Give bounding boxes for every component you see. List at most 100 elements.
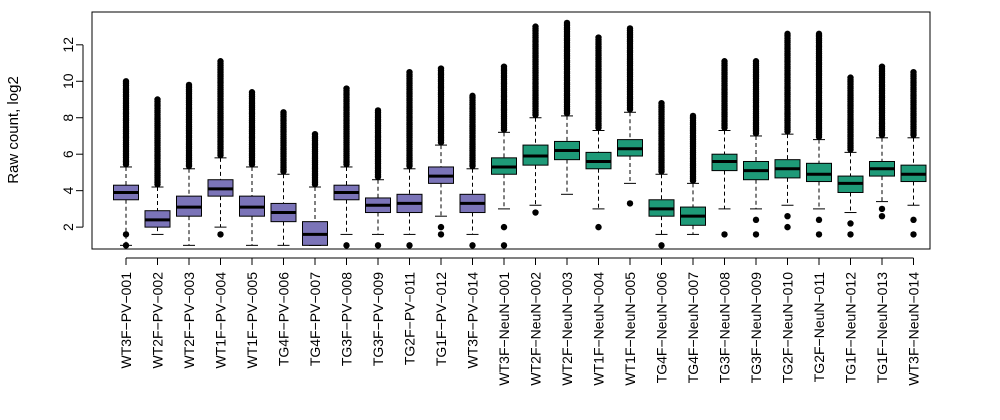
box-20 xyxy=(711,58,738,238)
outlier-point xyxy=(280,109,287,116)
box-9 xyxy=(365,107,391,249)
box-14 xyxy=(522,23,549,216)
x-tick-label: TG3F−PV−008 xyxy=(339,272,355,366)
outlier-point xyxy=(910,231,917,238)
x-tick-label: WT3F−PV−001 xyxy=(118,272,134,369)
outlier-point xyxy=(500,63,508,70)
x-tick-label: TG2F−NeuN−010 xyxy=(780,272,796,383)
box-22 xyxy=(774,30,801,231)
outlier-point xyxy=(878,63,886,70)
outlier-point xyxy=(343,85,350,92)
plot-area xyxy=(91,11,931,250)
outlier-point xyxy=(847,231,854,238)
outlier-point xyxy=(532,209,539,216)
outlier-point xyxy=(217,231,224,238)
x-tick-label: WT1F−PV−004 xyxy=(213,272,229,369)
outlier-point xyxy=(374,107,382,114)
box-series xyxy=(113,19,927,249)
outlier-point xyxy=(752,216,760,224)
outlier-point xyxy=(815,30,823,38)
box-24 xyxy=(837,74,864,238)
x-tick-label: WT1F−NeuN−005 xyxy=(622,272,638,386)
box-7 xyxy=(302,130,328,246)
x-tick-label: WT2F−PV−002 xyxy=(150,272,166,369)
outlier-point xyxy=(847,74,854,81)
box-2 xyxy=(144,96,171,235)
outlier-point xyxy=(689,112,697,120)
x-tick-label: TG4F−PV−006 xyxy=(276,272,292,366)
outlier-point xyxy=(815,216,823,224)
outlier-point xyxy=(122,78,130,85)
outlier-point xyxy=(626,25,634,32)
box-11 xyxy=(428,65,454,238)
outlier-point xyxy=(752,231,760,238)
outlier-point xyxy=(532,23,539,30)
box-17 xyxy=(617,25,643,207)
box-19 xyxy=(680,112,706,235)
outlier-point xyxy=(122,231,130,238)
x-axis: WT3F−PV−001 WT2F−PV−002 WT2F−PV−003 WT1F−PV… xyxy=(118,257,922,386)
box-13 xyxy=(491,63,517,249)
outlier-point xyxy=(878,205,886,213)
x-tick-label: WT2F−NeuN−003 xyxy=(559,272,575,386)
outlier-point xyxy=(248,89,256,96)
outlier-point xyxy=(500,223,508,231)
outlier-point xyxy=(752,58,760,65)
outlier-point xyxy=(469,92,476,100)
y-axis-title: Raw count, log2 xyxy=(5,76,22,184)
box-5 xyxy=(239,89,265,246)
outlier-point xyxy=(595,34,602,41)
outlier-point xyxy=(815,231,823,238)
outlier-point xyxy=(343,242,350,249)
outlier-point xyxy=(595,223,602,231)
outlier-point xyxy=(154,96,161,103)
outlier-point xyxy=(847,220,854,227)
box-18 xyxy=(648,99,675,249)
x-tick-label: TG3F−PV−009 xyxy=(370,272,386,366)
outlier-point xyxy=(563,19,571,27)
x-tick-label: TG4F−NeuN−007 xyxy=(685,272,701,383)
y-tick-label: 2 xyxy=(60,223,76,231)
outlier-point xyxy=(311,130,319,138)
x-tick-label: WT1F−NeuN−004 xyxy=(591,272,607,386)
x-tick-label: WT3F−NeuN−001 xyxy=(496,272,512,386)
outlier-point xyxy=(217,58,224,65)
outlier-point xyxy=(469,242,476,249)
x-tick-label: TG4F−PV−007 xyxy=(307,272,323,366)
outlier-point xyxy=(406,68,413,76)
y-tick-label: 4 xyxy=(60,187,76,195)
x-tick-label: WT1F−PV−005 xyxy=(244,272,260,369)
outlier-point xyxy=(626,200,634,207)
y-tick-label: 6 xyxy=(60,150,76,158)
box-16 xyxy=(585,34,612,231)
y-tick-label: 8 xyxy=(60,114,76,122)
outlier-point xyxy=(658,99,665,107)
x-tick-label: TG2F−PV−011 xyxy=(402,272,418,365)
outlier-point xyxy=(910,216,917,224)
x-tick-label: TG3F−NeuN−008 xyxy=(717,272,733,383)
box-26 xyxy=(900,68,927,238)
box-15 xyxy=(554,19,580,195)
outlier-point xyxy=(878,212,886,220)
outlier-point xyxy=(437,223,445,231)
x-tick-label: TG1F−NeuN−012 xyxy=(843,272,859,383)
y-tick-label: 10 xyxy=(60,73,76,89)
box-1 xyxy=(113,78,139,249)
outlier-point xyxy=(721,231,728,238)
outlier-point xyxy=(784,212,791,220)
box-iqr xyxy=(806,162,832,183)
x-tick-label: TG2F−NeuN−011 xyxy=(811,272,827,382)
x-tick-label: TG3F−NeuN−009 xyxy=(748,272,764,383)
box-12 xyxy=(459,92,486,249)
x-tick-label: WT3F−NeuN−014 xyxy=(906,272,922,386)
outlier-point xyxy=(784,223,791,231)
x-tick-label: TG1F−NeuN−013 xyxy=(874,272,890,383)
x-tick-label: WT2F−PV−003 xyxy=(181,272,197,369)
outlier-point xyxy=(910,68,917,76)
outlier-point xyxy=(658,242,665,249)
outlier-point xyxy=(500,242,508,249)
x-tick-label: TG4F−NeuN−006 xyxy=(654,272,670,383)
outlier-point xyxy=(374,242,382,249)
box-8 xyxy=(333,85,360,249)
